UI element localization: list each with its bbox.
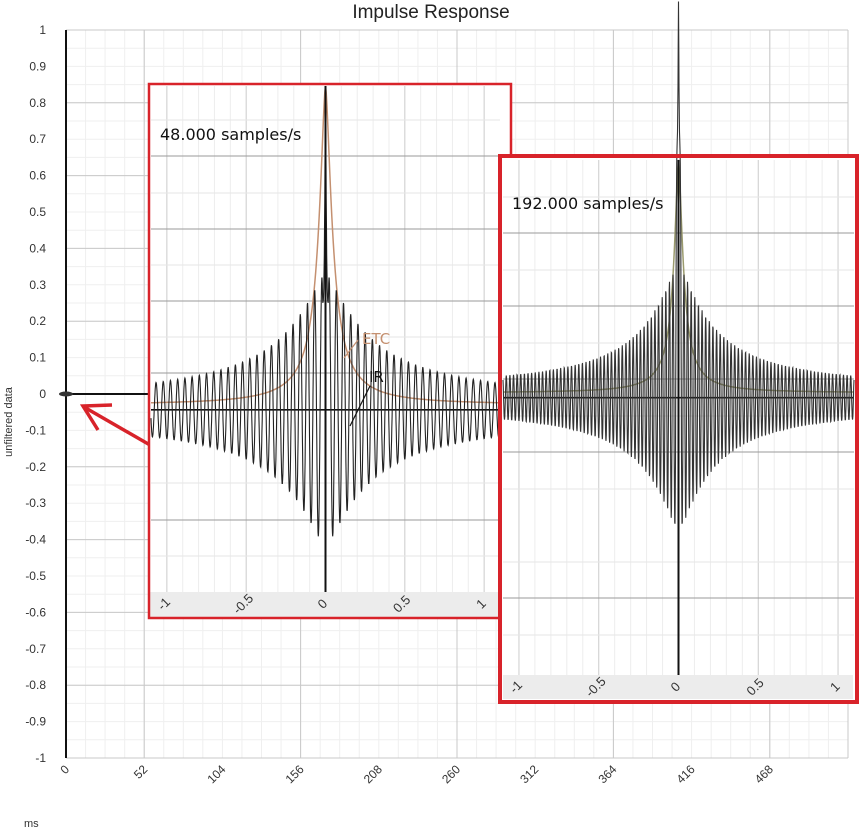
y-tick-label: 0 xyxy=(39,387,46,401)
inset-48k-annotation: 48.000 samples/s xyxy=(160,125,301,144)
x-tick-label: 364 xyxy=(595,762,619,786)
inset-48k-series xyxy=(150,85,501,592)
inset-192k-series xyxy=(502,1,855,675)
y-tick-label: -0.6 xyxy=(25,605,46,619)
x-tick-label: 468 xyxy=(752,762,776,786)
y-tick-label: 0.8 xyxy=(29,96,46,110)
y-tick-label: -0.1 xyxy=(25,423,46,437)
inset-48k-chart: -1 -0.5 0 0.5 1 48.000 samples/s ETC IR xyxy=(147,82,513,620)
inset-192k-border xyxy=(498,154,859,704)
y-tick-label: 0.7 xyxy=(29,132,46,146)
x-tick-label: 104 xyxy=(204,762,228,786)
y-tick-label: 0.5 xyxy=(29,205,46,219)
x-tick-label: 312 xyxy=(517,762,541,786)
x-tick-label: 156 xyxy=(283,762,307,786)
etc-label: ETC xyxy=(362,330,390,348)
y-tick-label: -0.4 xyxy=(25,533,46,547)
y-tick-label: 0.9 xyxy=(29,59,46,73)
ir-label: IR xyxy=(369,368,384,386)
y-tick-label: 0.6 xyxy=(29,169,46,183)
pointer-arrow xyxy=(83,405,151,447)
x-axis-label: ms xyxy=(24,818,39,830)
y-tick-label: -0.3 xyxy=(25,496,46,510)
ir-series-line xyxy=(502,1,855,524)
y-axis-label: unfiltered data xyxy=(3,386,15,457)
chart-title: Impulse Response xyxy=(352,2,509,23)
pointer-arrowhead xyxy=(79,403,113,431)
y-tick-label: -0.5 xyxy=(25,569,46,583)
y-tick-label: -0.2 xyxy=(25,460,46,474)
ir-leader-line xyxy=(349,385,371,427)
x-tick-label: 52 xyxy=(131,762,151,782)
y-tick-label: 0.2 xyxy=(29,314,46,328)
y-tick-label: -0.7 xyxy=(25,642,46,656)
y-tick-label: -0.9 xyxy=(25,715,46,729)
main-y-tick-labels: 1 0.9 0.8 0.7 0.6 0.5 0.4 0.3 0.2 0.1 0 -0.1 -0.2 -0.… xyxy=(25,23,46,765)
x-tick-label: 260 xyxy=(439,762,463,786)
x-tick-label: 0 xyxy=(57,762,72,777)
etc-leader-line xyxy=(343,339,359,359)
y-tick-label: -0.8 xyxy=(25,678,46,692)
y-tick-label: 0.4 xyxy=(29,241,46,255)
inset-192k-annotation: 192.000 samples/s xyxy=(512,194,663,213)
y-tick-label: 0.3 xyxy=(29,278,46,292)
y-tick-label: 0.1 xyxy=(29,351,46,365)
main-series xyxy=(59,30,150,758)
main-x-tick-labels: 0 52 104 156 208 260 312 364 416 468 xyxy=(57,762,776,786)
y-tick-label: -1 xyxy=(35,751,46,765)
inset-48k-tickband xyxy=(150,592,500,617)
y-tick-label: 1 xyxy=(39,23,46,37)
x-tick-label: 416 xyxy=(674,762,698,786)
impulse-blob xyxy=(59,391,73,397)
inset-192k-tickband xyxy=(503,675,853,699)
inset-192k-chart: -1 -0.5 0 0.5 1 192.000 samples/s xyxy=(498,1,859,704)
x-tick-label: 208 xyxy=(361,762,385,786)
